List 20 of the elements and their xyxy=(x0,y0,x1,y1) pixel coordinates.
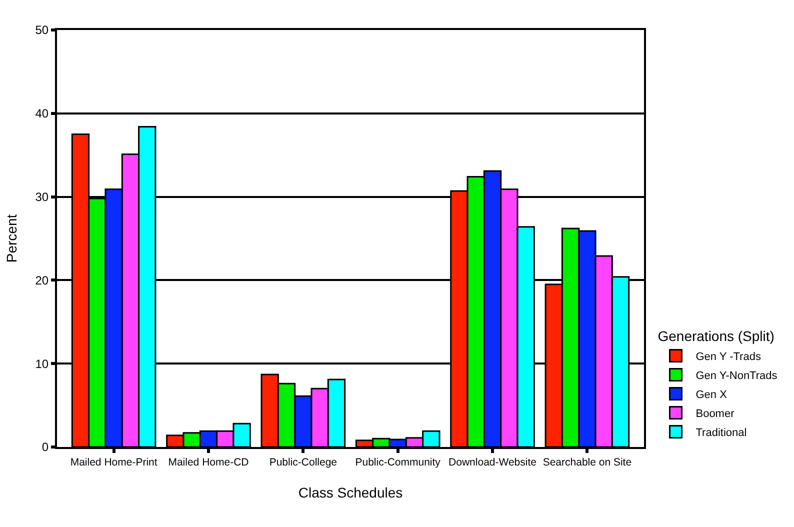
x-tick-label: Public-College xyxy=(269,456,338,469)
x-tick-label: Mailed Home-CD xyxy=(168,456,250,469)
y-tick-label: 0 xyxy=(42,440,49,454)
y-tick-label: 40 xyxy=(35,106,49,121)
x-tick-label: Download-Website xyxy=(448,456,537,469)
y-tick-label: 10 xyxy=(35,356,49,371)
legend-label: Gen Y -Trads xyxy=(696,350,762,363)
legend-label: Boomer xyxy=(696,408,735,420)
legend-label: Gen X xyxy=(696,388,728,401)
x-tick-label: Public-Community xyxy=(355,456,442,469)
y-axis-title: Percent xyxy=(3,214,20,263)
legend-title: Generations (Split) xyxy=(658,328,774,344)
y-tick-label: 20 xyxy=(35,273,49,288)
x-tick-label: Searchable on Site xyxy=(542,456,632,469)
legend-label: Gen Y-NonTrads xyxy=(696,370,778,382)
y-tick-label: 50 xyxy=(35,23,49,38)
legend-label: Traditional xyxy=(696,426,747,439)
y-tick-label: 30 xyxy=(35,190,49,204)
x-tick-label: Mailed Home-Print xyxy=(70,456,158,469)
x-axis-title: Class Schedules xyxy=(298,484,403,500)
